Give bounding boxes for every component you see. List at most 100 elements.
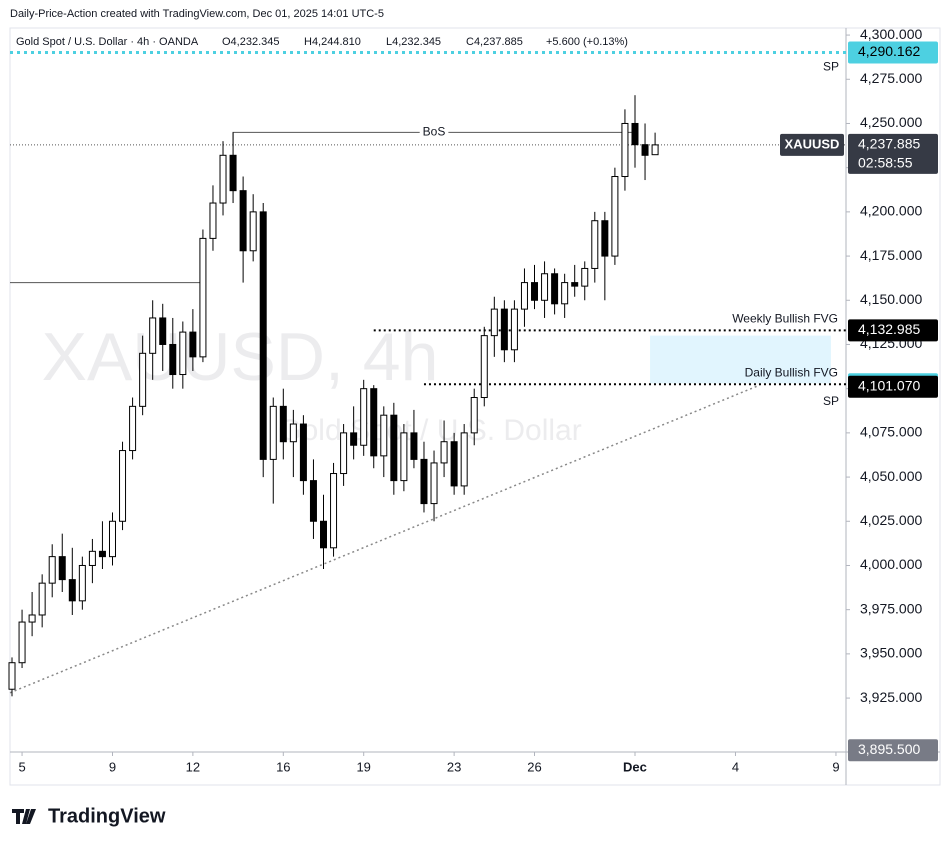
candle-body: [480, 335, 488, 399]
price-badge: [848, 375, 938, 398]
candle-body: [531, 282, 539, 301]
candle-body: [631, 122, 639, 146]
candle-body: [510, 308, 518, 351]
candle-body: [108, 520, 116, 558]
price-badge: [848, 739, 938, 762]
candle-body: [360, 388, 368, 446]
bos-label-bg: [419, 124, 449, 139]
candle-body: [18, 621, 26, 664]
candle-body: [299, 423, 307, 482]
candle-body: [390, 414, 398, 482]
candle-body: [410, 432, 418, 460]
price-badge-label: 4,101.070: [858, 377, 920, 393]
price-badge-label: 4,290.162: [858, 43, 920, 59]
candle-body: [199, 237, 207, 358]
candle-body: [591, 220, 599, 269]
x-tick-label: Dec: [623, 759, 647, 774]
y-tick-label: 3,950.000: [860, 645, 922, 661]
fvg-label: Weekly Bullish FVG: [732, 312, 838, 326]
legend-close: C4,237.885: [466, 36, 523, 48]
y-tick-label: 3,975.000: [860, 600, 922, 616]
legend-open: O4,232.345: [222, 36, 280, 48]
sp-note: SP: [823, 394, 839, 408]
last-price-label: 4,237.885: [858, 136, 920, 152]
y-tick-label: 4,200.000: [860, 203, 922, 219]
candle-body: [430, 462, 438, 505]
candle-body: [259, 211, 267, 460]
candle-body: [601, 220, 609, 257]
fvg-label: Daily Bullish FVG: [745, 365, 838, 379]
last-price-badge: [848, 133, 938, 174]
y-tick-label: 4,275.000: [860, 70, 922, 86]
frame: [9, 27, 941, 786]
candle-body: [119, 450, 127, 522]
candle-body: [8, 662, 16, 690]
candle-body: [551, 273, 559, 305]
legend: Gold Spot / U.S. Dollar · 4h · OANDA O4,…: [16, 36, 628, 48]
x-tick-label: 9: [832, 759, 839, 774]
y-tick-label: 4,300.000: [860, 26, 922, 42]
candle-body: [370, 388, 378, 457]
candle-body: [189, 331, 197, 358]
candle-body: [219, 154, 227, 204]
candle-body: [209, 202, 217, 239]
y-tick-label: 4,175.000: [860, 247, 922, 263]
legend-high: H4,244.810: [304, 36, 361, 48]
candle-body: [309, 480, 317, 522]
legend-change: +5.600 (+0.13%): [546, 36, 628, 48]
candle-body: [490, 308, 498, 337]
candle-body: [269, 405, 277, 460]
legend-symbol: Gold Spot / U.S. Dollar · 4h · OANDA: [16, 36, 199, 48]
x-tick-label: 12: [186, 759, 200, 774]
candle-body: [48, 556, 56, 584]
y-tick-label: 4,025.000: [860, 512, 922, 528]
candle-body: [239, 190, 247, 252]
candle-body: [380, 414, 388, 457]
candle-body: [279, 405, 287, 443]
y-tick-label: 4,000.000: [860, 556, 922, 572]
price-badge: [848, 319, 938, 342]
candle-body: [611, 176, 619, 257]
candle-body: [581, 267, 589, 287]
candle-body: [68, 579, 76, 602]
symbol-label: XAUUSD: [785, 136, 840, 151]
candle-body: [289, 423, 297, 443]
fvg-zone: [650, 335, 831, 384]
candle-body: [159, 317, 167, 345]
y-tick-label: 4,050.000: [860, 468, 922, 484]
watermark-title: XAUUSD, 4h: [42, 319, 439, 395]
candle-body: [420, 458, 428, 505]
candle-body: [500, 308, 508, 351]
x-tick-label: 5: [18, 759, 25, 774]
header: Daily-Price-Action created with TradingV…: [10, 8, 384, 20]
price-badge: [848, 41, 938, 64]
legend-low: L4,232.345: [386, 36, 441, 48]
candle-body: [520, 282, 528, 310]
candle-body: [249, 211, 257, 252]
candle-body: [149, 317, 157, 354]
candle-body: [450, 441, 458, 487]
candle-body: [78, 564, 86, 602]
candle-body: [330, 473, 338, 549]
bos-label: BoS: [423, 124, 446, 138]
x-tick-label: 19: [356, 759, 370, 774]
candle-body: [621, 122, 629, 178]
logo-mark: [12, 809, 36, 824]
logo: TradingView: [12, 805, 166, 827]
candle-body: [460, 432, 468, 487]
candle-body: [58, 556, 66, 581]
y-tick-label: 4,150.000: [860, 291, 922, 307]
candle-body: [340, 432, 348, 475]
x-tick-label: 23: [447, 759, 461, 774]
countdown: 02:58:55: [858, 155, 913, 171]
sp-note: SP: [823, 60, 839, 74]
x-tick-label: 16: [276, 759, 290, 774]
x-tick-label: 4: [732, 759, 739, 774]
candle-body: [571, 282, 579, 287]
price-badge-label: 4,132.985: [858, 321, 920, 337]
y-tick-label: 4,250.000: [860, 114, 922, 130]
candle-body: [179, 331, 187, 376]
candle-body: [139, 352, 147, 407]
watermark-subtitle: Gold Spot / U.S. Dollar: [278, 414, 581, 447]
